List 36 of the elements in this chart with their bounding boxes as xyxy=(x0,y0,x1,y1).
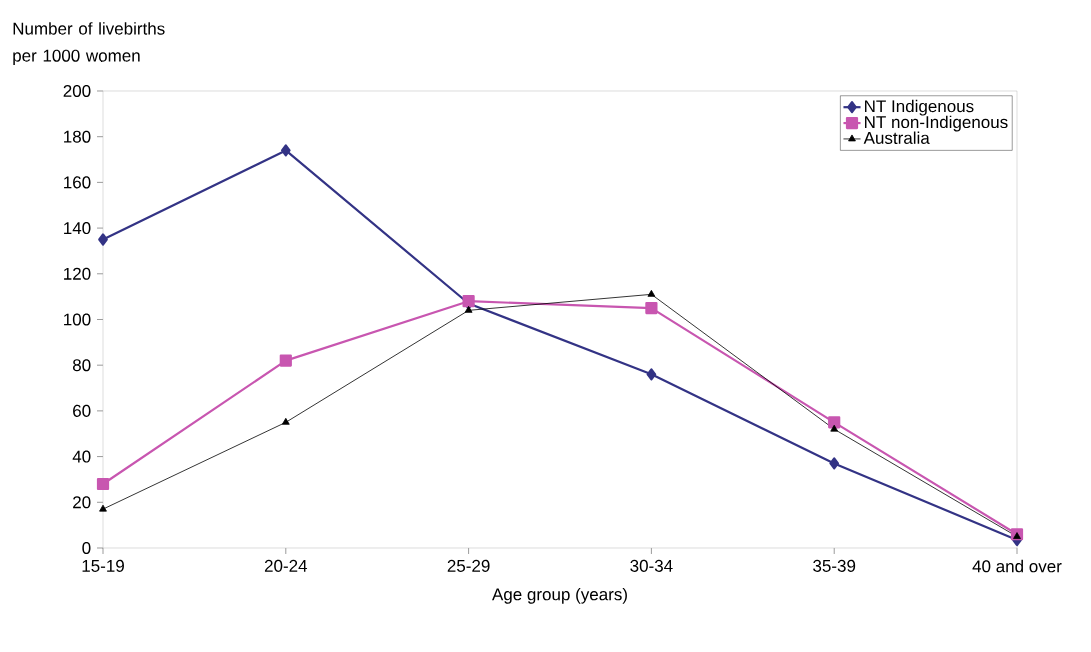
point xyxy=(99,504,107,512)
point xyxy=(1013,532,1021,539)
legend-label: NT Indigenous xyxy=(865,99,974,116)
x-tick-label: 25-29 xyxy=(447,559,490,572)
x-tick-label: 15-19 xyxy=(82,559,124,572)
y-tick-label: 0 xyxy=(82,541,91,555)
x-tick-label: 35-39 xyxy=(813,559,856,572)
y-tick-label: 120 xyxy=(64,267,91,280)
point xyxy=(464,305,473,313)
y-axis-title: Number of livebirths per 1000 women xyxy=(13,22,165,66)
x-tick-label: 30-34 xyxy=(630,559,673,572)
y-tick-label: 20 xyxy=(73,496,91,509)
y-tick-label: 200 xyxy=(63,84,91,98)
point xyxy=(98,233,108,246)
y-tick-label: 180 xyxy=(64,130,91,143)
x-axis-title: Age group (years) xyxy=(492,587,627,604)
point xyxy=(830,424,839,432)
point xyxy=(279,354,292,367)
point xyxy=(646,368,657,381)
point xyxy=(281,417,290,425)
y-tick-label: 80 xyxy=(72,359,91,372)
point xyxy=(645,301,658,315)
y-tick-label: 60 xyxy=(73,404,91,417)
y-tick-label: 160 xyxy=(64,176,91,189)
point xyxy=(828,416,841,429)
point xyxy=(280,144,291,157)
point xyxy=(647,289,656,297)
x-tick-label: 40 and over xyxy=(972,559,1062,573)
point xyxy=(96,477,110,491)
legend-label: NT non-Indigenous xyxy=(865,115,1008,132)
legend-label: Australia xyxy=(863,131,930,144)
y-tick-label: 100 xyxy=(64,313,91,326)
x-tick-label: 20-24 xyxy=(264,559,308,572)
y-tick-label: 140 xyxy=(64,222,91,235)
point xyxy=(829,457,840,470)
y-tick-label: 40 xyxy=(72,450,91,463)
